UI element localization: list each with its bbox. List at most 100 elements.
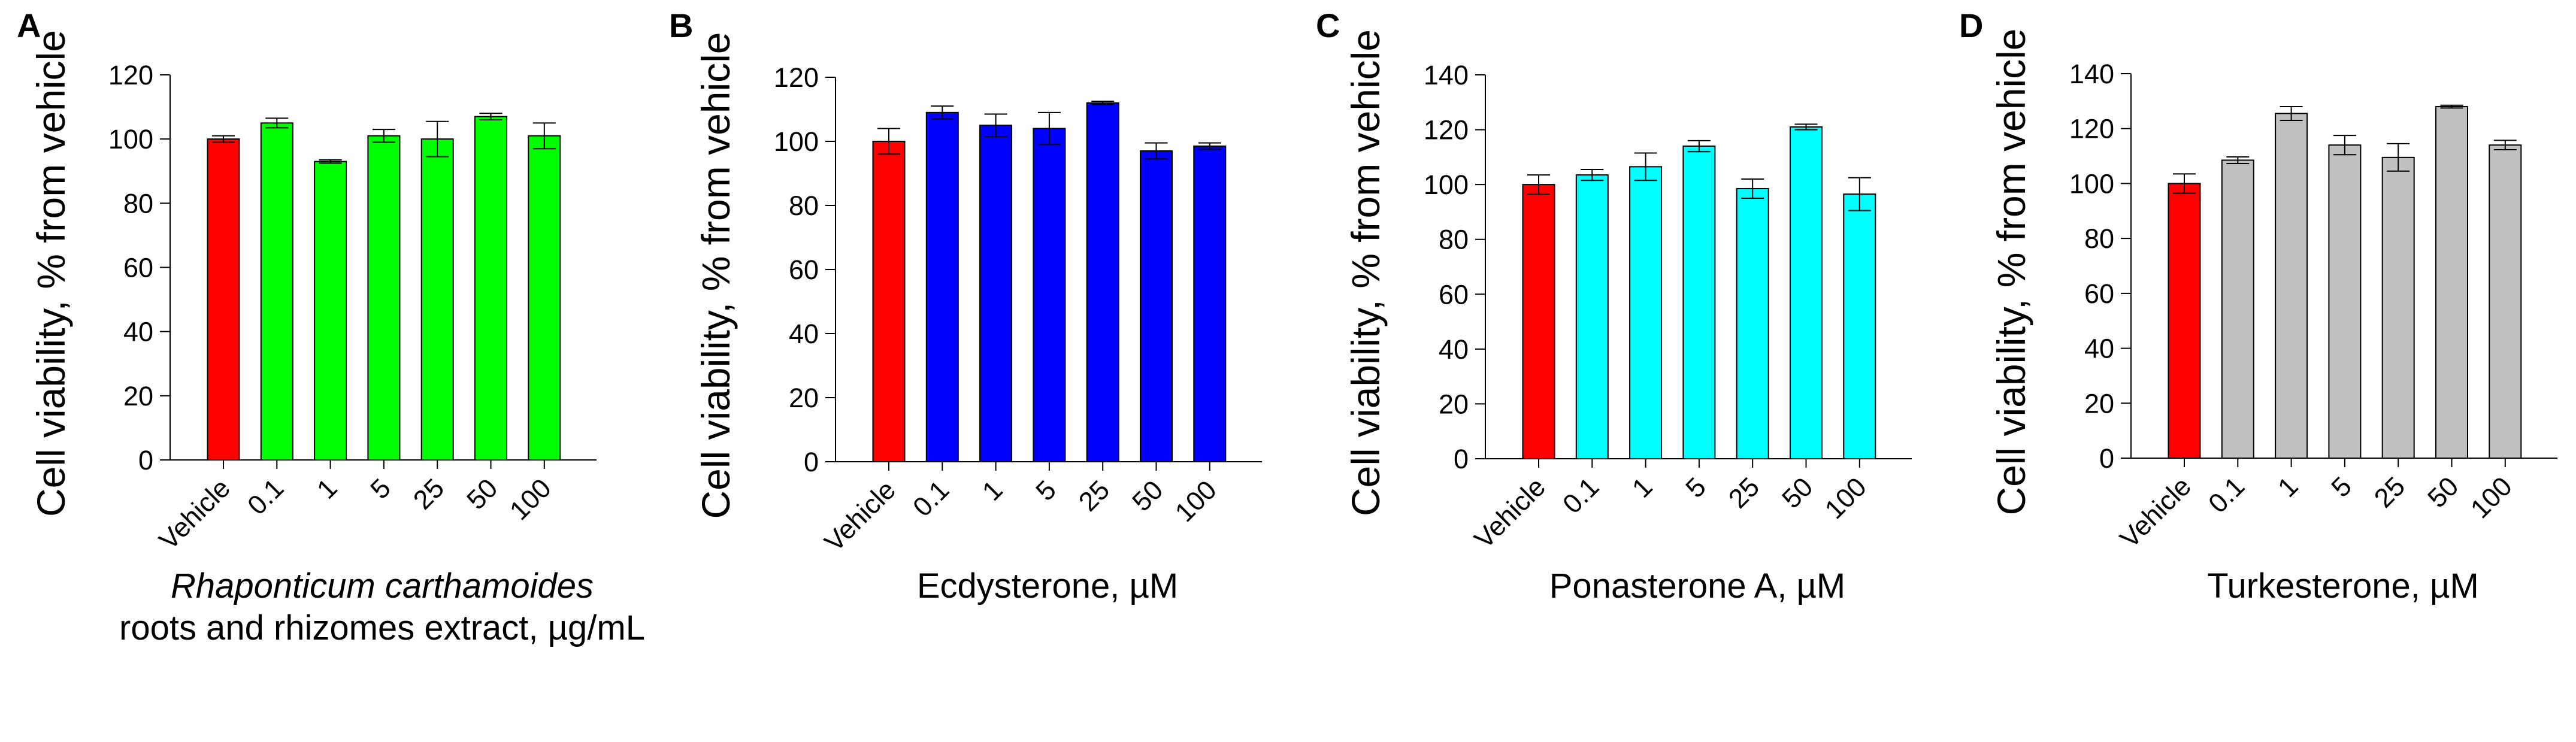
bar-0_1 bbox=[260, 122, 293, 461]
bar-50 bbox=[1140, 150, 1173, 463]
x-tick-label: 1 bbox=[976, 474, 1009, 507]
y-tick-label: 60 bbox=[789, 255, 819, 285]
bar-25 bbox=[1736, 188, 1769, 459]
panel-label: B bbox=[669, 7, 693, 44]
y-tick-label: 0 bbox=[2099, 443, 2114, 474]
bar-1 bbox=[2275, 113, 2308, 459]
x-axis-label: Ponasterone A, µM bbox=[1549, 567, 1845, 605]
x-tick-label: 50 bbox=[1126, 474, 1169, 517]
x-tick-label: 0.1 bbox=[2202, 471, 2250, 519]
x-tick-label: 50 bbox=[461, 473, 503, 515]
x-axis-label: roots and rhizomes extract, µg/mL bbox=[119, 608, 645, 647]
y-axis-label: Cell viability, % from vehicle bbox=[694, 32, 738, 519]
y-tick-label: 80 bbox=[789, 190, 819, 221]
y-tick-label: 120 bbox=[774, 62, 819, 93]
y-tick-label: 20 bbox=[2084, 388, 2114, 419]
y-axis-label: Cell viability, % from vehicle bbox=[1343, 29, 1388, 516]
bar-100 bbox=[1193, 146, 1227, 462]
panel-label: C bbox=[1316, 7, 1340, 44]
x-tick-label: 0.1 bbox=[907, 474, 955, 522]
bar-0_1 bbox=[1575, 174, 1609, 459]
bar-0_1 bbox=[925, 111, 959, 463]
bar-vehicle bbox=[207, 138, 240, 461]
y-tick-label: 120 bbox=[1424, 115, 1469, 146]
x-tick-label: 1 bbox=[2272, 471, 2304, 503]
bar-100 bbox=[528, 135, 561, 461]
bar-1 bbox=[979, 125, 1013, 462]
x-tick-label: Vehicle bbox=[153, 473, 236, 556]
x-axis-label: Rhaponticum carthamoides bbox=[171, 567, 594, 605]
y-tick-label: 100 bbox=[774, 126, 819, 157]
x-tick-label: 100 bbox=[1169, 474, 1222, 528]
x-tick-label: 100 bbox=[1819, 471, 1872, 525]
x-tick-label: 0.1 bbox=[241, 473, 289, 520]
x-tick-label: 5 bbox=[1030, 474, 1062, 507]
bar-50 bbox=[474, 116, 507, 461]
x-tick-label: 1 bbox=[1626, 471, 1658, 504]
bar-1 bbox=[1629, 166, 1663, 459]
x-tick-label: 25 bbox=[407, 473, 450, 515]
panel-b: B 0 20 40 60 80 100 120 Cell viability, % from v… bbox=[669, 7, 1262, 605]
y-tick-label: 140 bbox=[2069, 59, 2114, 89]
y-tick-label: 40 bbox=[2084, 334, 2114, 364]
y-tick-label: 100 bbox=[108, 124, 153, 155]
y-tick-label: 40 bbox=[1439, 334, 1469, 365]
bar-5 bbox=[367, 135, 401, 461]
y-tick-label: 0 bbox=[1454, 444, 1469, 474]
x-tick-label: 5 bbox=[2325, 471, 2357, 503]
y-tick-label: 20 bbox=[1439, 389, 1469, 419]
panel-a: A 0 20 40 60 80 100 120 Cell viability, % from v… bbox=[17, 7, 645, 647]
y-tick-label: 60 bbox=[2084, 278, 2114, 309]
x-tick-label: 50 bbox=[2421, 471, 2464, 513]
bar-25 bbox=[1086, 102, 1119, 463]
panel-label: A bbox=[17, 7, 41, 44]
x-tick-label: 5 bbox=[364, 473, 396, 505]
x-tick-label: 0.1 bbox=[1557, 471, 1605, 519]
x-tick-label: Vehicle bbox=[1468, 471, 1551, 555]
y-tick-label: 80 bbox=[1439, 225, 1469, 255]
bar-100 bbox=[2489, 144, 2522, 459]
bar-vehicle bbox=[2168, 183, 2201, 459]
x-tick-label: 5 bbox=[1679, 471, 1712, 504]
y-tick-label: 0 bbox=[804, 447, 819, 477]
y-tick-label: 20 bbox=[123, 381, 153, 411]
y-tick-label: 60 bbox=[1439, 279, 1469, 310]
x-tick-label: Vehicle bbox=[2114, 471, 2197, 554]
bar-50 bbox=[1790, 126, 1823, 459]
y-tick-label: 80 bbox=[123, 188, 153, 219]
x-tick-label: 100 bbox=[2465, 471, 2518, 524]
y-tick-label: 120 bbox=[108, 60, 153, 90]
bar-vehicle bbox=[1522, 184, 1555, 459]
y-axis-label: Cell viability, % from vehicle bbox=[29, 30, 73, 517]
bar-vehicle bbox=[872, 141, 906, 462]
bar-50 bbox=[2435, 106, 2468, 459]
y-tick-label: 80 bbox=[2084, 223, 2114, 254]
x-tick-label: 25 bbox=[1073, 474, 1115, 517]
x-tick-label: 25 bbox=[2368, 471, 2411, 513]
x-tick-label: 100 bbox=[504, 473, 557, 526]
x-tick-label: Vehicle bbox=[818, 474, 901, 558]
bar-0_1 bbox=[2221, 159, 2254, 459]
x-tick-label: 25 bbox=[1723, 471, 1765, 514]
x-tick-label: 50 bbox=[1776, 471, 1818, 514]
y-tick-label: 100 bbox=[2069, 168, 2114, 199]
y-tick-label: 20 bbox=[789, 383, 819, 413]
bar-5 bbox=[1033, 128, 1066, 463]
bar-100 bbox=[1843, 193, 1876, 459]
x-axis-label: Turkesterone, µM bbox=[2207, 567, 2479, 605]
bar-5 bbox=[2328, 144, 2362, 459]
x-axis-label: Ecdysterone, µM bbox=[917, 567, 1178, 605]
y-tick-label: 100 bbox=[1424, 169, 1469, 200]
x-tick-label: 1 bbox=[311, 473, 343, 505]
y-tick-label: 40 bbox=[789, 319, 819, 349]
y-tick-label: 140 bbox=[1424, 60, 1469, 90]
y-tick-label: 40 bbox=[123, 317, 153, 347]
panel-label: D bbox=[1959, 7, 1983, 44]
bar-25 bbox=[2381, 156, 2415, 459]
y-tick-label: 0 bbox=[138, 445, 153, 476]
bar-25 bbox=[420, 138, 454, 461]
y-tick-label: 120 bbox=[2069, 114, 2114, 144]
bar-5 bbox=[1682, 146, 1716, 460]
bar-1 bbox=[314, 160, 347, 461]
